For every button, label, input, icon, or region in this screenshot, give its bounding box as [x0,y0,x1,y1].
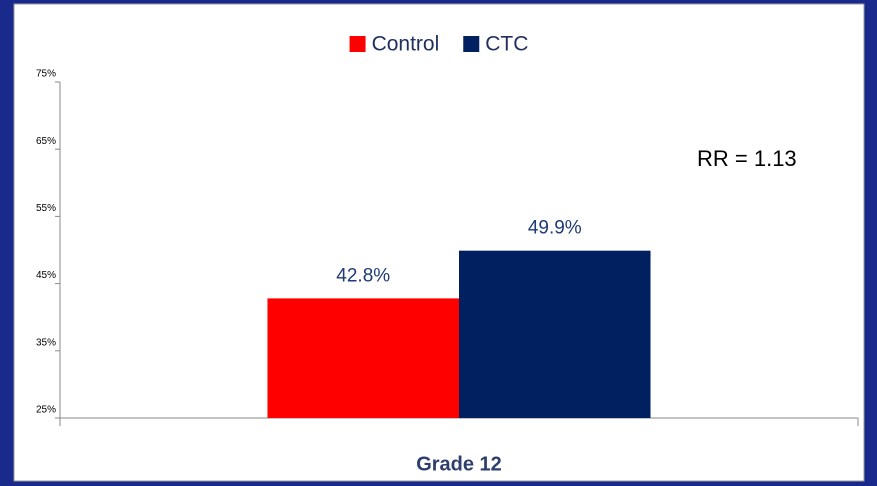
legend-label: CTC [485,33,528,56]
bar [267,298,459,418]
y-tick-label: 45% [36,270,56,281]
y-tick-label: 65% [36,136,56,147]
y-tick-label: 55% [36,203,56,214]
y-tick-label: 35% [36,337,56,348]
annotation: RR = 1.13 [697,146,797,171]
value-label: 42.8% [336,265,390,286]
legend-swatch [463,36,480,52]
y-tick-label: 25% [36,405,56,416]
legend-label: Control [372,33,440,56]
value-label: 49.9% [528,218,582,239]
y-tick-label: 75% [36,69,56,80]
x-tick-label: Grade 12 [416,453,502,475]
bar [459,250,651,418]
legend-swatch [349,36,366,52]
